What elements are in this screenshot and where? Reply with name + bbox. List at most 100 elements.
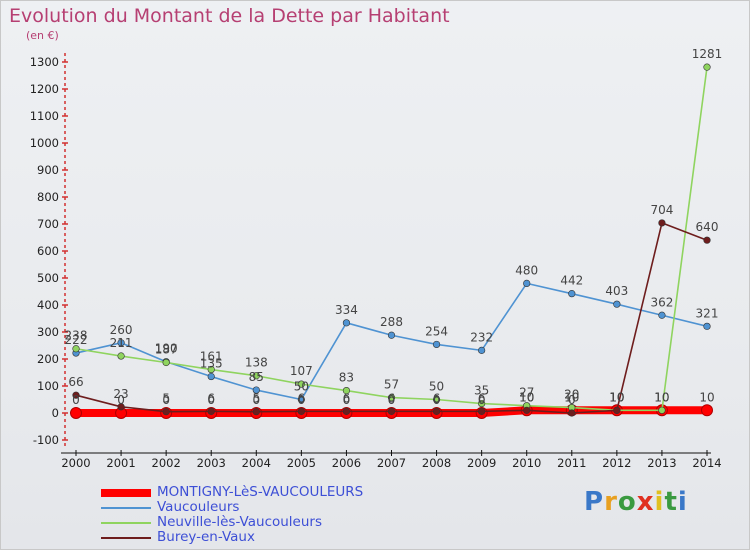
- x-tick-label: 2006: [332, 456, 361, 470]
- series-point: [387, 394, 396, 402]
- series-point: [252, 408, 260, 416]
- data-label: 135: [200, 357, 223, 371]
- data-label: 5: [252, 392, 260, 406]
- chart-title: Evolution du Montant de la Dette par Hab…: [9, 5, 450, 27]
- proxiti-logo: Proxiti: [584, 487, 688, 517]
- series-point: [658, 311, 666, 319]
- series-point: [342, 386, 351, 395]
- data-label: 6: [388, 391, 396, 405]
- series-point: [613, 300, 621, 308]
- axes: -100010020030040050060070080090010001100…: [30, 53, 722, 470]
- legend-swatch: [101, 489, 151, 497]
- series-point: [703, 236, 711, 244]
- series-point: [613, 406, 621, 414]
- y-tick-label: 700: [37, 217, 59, 231]
- data-label: 190: [155, 342, 178, 356]
- data-label: 107: [290, 364, 313, 378]
- logo-letter: o: [617, 487, 637, 517]
- series-point: [703, 63, 711, 71]
- data-label: 138: [245, 356, 268, 370]
- data-label: 187: [155, 343, 178, 357]
- data-label: 211: [110, 336, 133, 350]
- series-point: [72, 391, 80, 399]
- series-point: [117, 352, 125, 360]
- series-line: [75, 67, 708, 412]
- unit-label: (en €): [26, 29, 59, 42]
- data-label: 222: [65, 333, 88, 347]
- series-point: [523, 406, 531, 414]
- data-label: 1281: [692, 47, 723, 61]
- data-label: 0: [298, 393, 306, 407]
- y-tick-label: 500: [37, 271, 59, 285]
- data-label: 35: [474, 384, 489, 398]
- data-label: 0: [433, 393, 441, 407]
- data-label: 57: [384, 378, 399, 392]
- data-label: 640: [696, 220, 719, 234]
- data-label: 288: [380, 315, 403, 329]
- series-point: [70, 407, 82, 419]
- data-label: 0: [252, 393, 260, 407]
- data-label: 85: [249, 370, 264, 384]
- series-point: [478, 346, 486, 354]
- series-point: [207, 365, 215, 374]
- data-label: 10: [609, 390, 624, 404]
- legend-label: Neuville-lès-Vaucouleurs: [157, 514, 322, 530]
- y-tick-label: 1000: [30, 136, 59, 150]
- data-label: 238: [65, 329, 88, 343]
- data-label: 6: [207, 391, 215, 405]
- data-label: 83: [339, 371, 354, 385]
- x-tick-label: 2008: [422, 456, 451, 470]
- logo-letter: i: [677, 487, 688, 517]
- data-label: 442: [560, 274, 583, 288]
- series-point: [117, 339, 125, 347]
- x-tick-label: 2004: [242, 456, 271, 470]
- y-tick-label: 0: [52, 406, 59, 420]
- y-tick-label: -100: [33, 433, 59, 447]
- series-point: [658, 406, 666, 414]
- data-label: 254: [425, 324, 448, 338]
- legend-swatch: [101, 507, 151, 509]
- data-label: 5: [162, 392, 170, 406]
- logo-letter: x: [636, 487, 655, 517]
- data-label: 23: [113, 387, 128, 401]
- x-tick-label: 2012: [602, 456, 631, 470]
- logo-letter: i: [654, 487, 665, 517]
- data-label: 232: [470, 330, 493, 344]
- y-tick-label: 800: [37, 190, 59, 204]
- series-point: [568, 409, 576, 417]
- x-tick-label: 2002: [152, 456, 181, 470]
- data-label: 6: [298, 391, 306, 405]
- series-point: [342, 407, 351, 415]
- y-tick-label: 600: [37, 244, 59, 258]
- data-label: 0: [343, 393, 351, 407]
- data-label: 6: [478, 391, 486, 405]
- data-label: 0: [207, 393, 215, 407]
- data-label: 362: [650, 295, 673, 309]
- data-label: 0: [117, 393, 125, 407]
- data-label: 0: [568, 393, 576, 407]
- legend-swatch: [101, 537, 151, 539]
- series-point: [703, 322, 711, 330]
- legend-label: Burey-en-Vaux: [157, 529, 255, 545]
- series-point: [478, 407, 486, 415]
- data-label: 0: [478, 393, 486, 407]
- data-labels-layer: 0 0 0 0 0 0 0 0 0 0 10 10 10 10 1022226019013585503342…: [65, 47, 723, 407]
- series-point: [207, 407, 215, 415]
- y-tick-label: 1100: [30, 109, 59, 123]
- series-point: [432, 395, 441, 404]
- series-point: [701, 404, 713, 417]
- data-label: 260: [110, 323, 133, 337]
- data-label: 10: [699, 390, 714, 404]
- legend-swatch: [101, 522, 151, 524]
- series-point: [252, 386, 260, 394]
- series-point: [432, 407, 441, 415]
- series-point: [658, 219, 666, 227]
- data-label: 66: [68, 375, 83, 389]
- data-label: 27: [519, 386, 534, 400]
- x-tick-label: 2013: [647, 456, 676, 470]
- x-tick-label: 2005: [287, 456, 316, 470]
- x-tick-label: 2007: [377, 456, 406, 470]
- data-label: 6: [433, 391, 441, 405]
- data-label: 334: [335, 303, 358, 317]
